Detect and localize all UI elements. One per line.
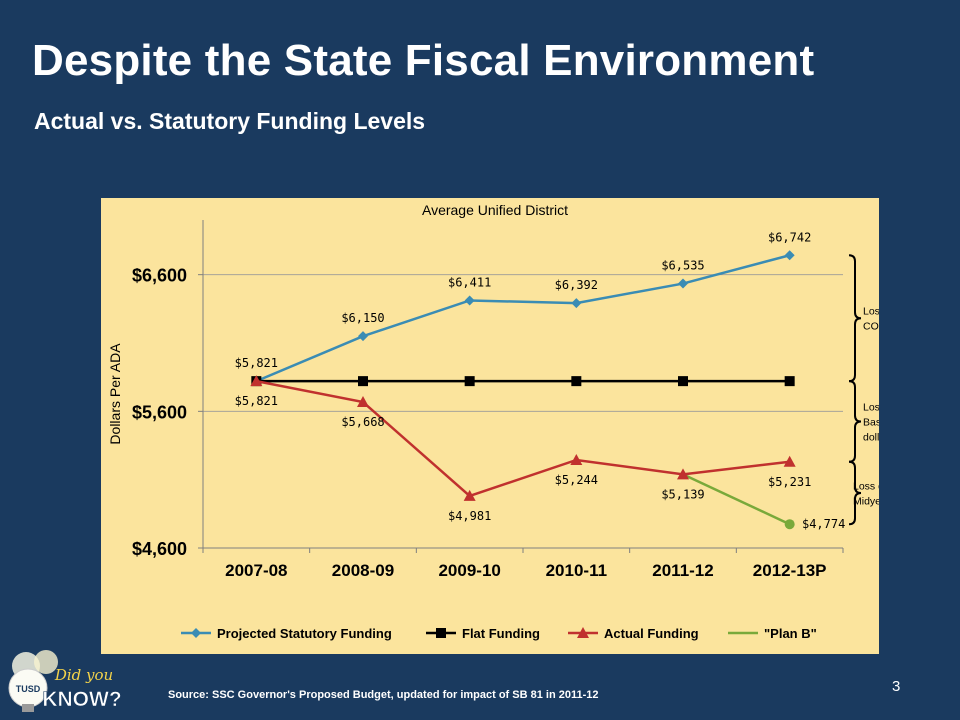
data-point-2 xyxy=(250,375,263,387)
data-point-1 xyxy=(571,376,582,387)
source-note: Source: SSC Governor's Proposed Budget, … xyxy=(168,689,599,701)
data-label-projected: $6,535 xyxy=(661,259,704,273)
annotation-text: dollars xyxy=(863,431,879,443)
data-point-1 xyxy=(464,376,475,387)
data-point-0 xyxy=(571,298,582,309)
did-you-know-logo: TUSD Did you KNOW? xyxy=(8,650,122,712)
data-label-projected: $6,411 xyxy=(448,275,491,289)
legend-label: Flat Funding xyxy=(462,626,540,641)
data-label-projected: $6,392 xyxy=(555,278,598,292)
data-point-0 xyxy=(678,278,688,289)
data-point-0 xyxy=(784,250,795,261)
legend-marker xyxy=(436,628,446,638)
data-point-2 xyxy=(677,468,689,480)
y-tick-label: $4,600 xyxy=(132,539,187,559)
data-label-projected: $6,150 xyxy=(341,311,384,325)
data-label-actual: $5,821 xyxy=(235,394,278,408)
data-label-projected: $5,821 xyxy=(235,356,278,370)
data-point-3 xyxy=(784,519,795,530)
y-tick-label: $5,600 xyxy=(132,402,187,422)
data-point-1 xyxy=(678,376,688,387)
annotation-text: COLA xyxy=(863,321,879,333)
data-point-2 xyxy=(463,489,476,501)
page-number: 3 xyxy=(892,678,901,695)
series-line-3 xyxy=(682,473,791,526)
data-label-actual: $4,981 xyxy=(448,509,491,523)
data-point-2 xyxy=(570,453,583,465)
data-label-planb: $4,774 xyxy=(802,517,845,531)
annotation-brace xyxy=(848,254,862,383)
annotation-text: Midyear cut xyxy=(853,495,879,507)
series-line-0 xyxy=(255,254,790,383)
y-tick-label: $6,600 xyxy=(132,266,187,286)
logo-line2-text: KNOW? xyxy=(42,688,121,711)
chart-area: Average Unified District $4,600 $5,600 $6,6… xyxy=(101,198,879,654)
slide-title: Despite the State Fiscal Environment xyxy=(32,36,815,85)
data-point-1 xyxy=(358,376,368,387)
legend-label: "Plan B" xyxy=(764,626,817,641)
data-point-1 xyxy=(784,376,795,387)
legend-marker xyxy=(577,627,589,638)
data-label-actual: $5,668 xyxy=(341,415,384,429)
logo-line1-text: Did you xyxy=(54,666,113,684)
annotation-text: Baseline xyxy=(863,416,879,428)
data-label-projected: $6,742 xyxy=(768,230,811,244)
annotation-brace xyxy=(848,460,862,526)
funding-line-chart: Average Unified District $4,600 $5,600 $6,6… xyxy=(107,202,879,641)
legend-marker xyxy=(191,628,201,638)
annotation-text: Loss of xyxy=(863,401,879,413)
chart-title: Average Unified District xyxy=(422,202,568,218)
data-point-2 xyxy=(357,396,369,408)
annotation-brace xyxy=(848,380,862,463)
legend-label: Projected Statutory Funding xyxy=(217,626,392,641)
series-line-2 xyxy=(256,379,790,498)
data-label-actual: $5,244 xyxy=(555,473,598,487)
legend-label: Actual Funding xyxy=(604,626,699,641)
x-tick-label: 2011-12 xyxy=(652,561,713,580)
x-tick-label: 2009-10 xyxy=(438,561,500,580)
annotation-text: Loss of xyxy=(863,306,879,318)
x-tick-label: 2008-09 xyxy=(332,561,394,580)
x-tick-label: 2012-13P xyxy=(753,561,827,580)
data-label-actual: $5,139 xyxy=(661,487,704,501)
x-tick-label: 2007-08 xyxy=(225,561,287,580)
y-axis-label: Dollars Per ADA xyxy=(107,343,123,445)
x-tick-label: 2010-11 xyxy=(546,561,607,580)
annotation-text: Loss due to xyxy=(853,480,879,492)
data-point-2 xyxy=(783,455,796,467)
data-label-actual: $5,231 xyxy=(768,475,811,489)
data-point-0 xyxy=(464,295,475,306)
logo-badge-text: TUSD xyxy=(16,684,41,694)
data-point-0 xyxy=(358,331,368,342)
slide-subtitle: Actual vs. Statutory Funding Levels xyxy=(34,108,426,134)
